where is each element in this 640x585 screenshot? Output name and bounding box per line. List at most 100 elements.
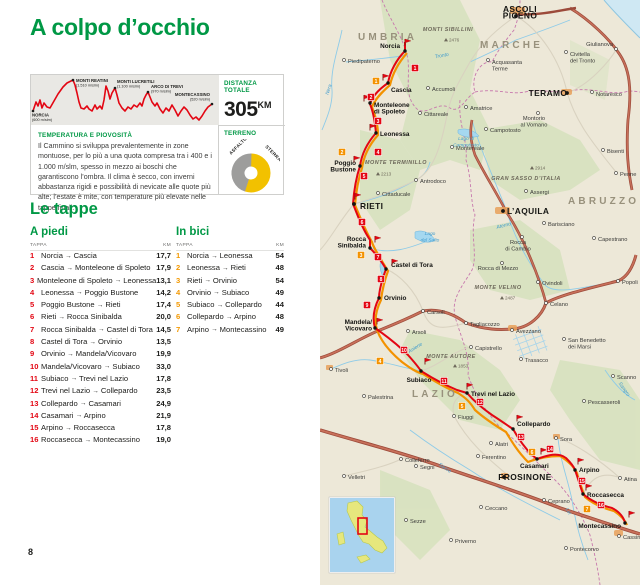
city-label: Antrodoco [420,179,446,185]
region-label: LAZIO [412,389,458,400]
cycling-stage-marker: 6 [528,448,536,456]
stage-flag-icon [363,94,371,102]
town-dot [426,86,430,90]
city-label: Barisciano [548,222,575,228]
stage-flag-icon [354,192,362,200]
town-dot [469,345,473,349]
city-label: Ceccano [485,506,507,512]
walking-stage-marker: 7 [374,253,382,261]
walking-stage-table: A piedi TAPPA KM 1 Norcia → Cascia 17,7 2 Cas… [30,226,171,448]
city-dot [581,492,585,496]
stage-row: 9 Orvinio → Mandela/Vicovaro 19,9 [30,349,171,359]
town-dot [479,505,483,509]
city-label: Tagliacozzo [470,322,500,328]
city-label: Pescasseroli [588,400,620,406]
city-label: Bisenti [607,149,624,155]
city-label: Carsoli [427,310,445,316]
city-label: L’AQUILA [507,206,549,216]
svg-text:2: 2 [341,150,344,156]
svg-text:MONTECASSINO: MONTECASSINO [175,92,211,97]
city-label: San Benedetto dei Marsi [568,338,606,351]
route-map: UMBRIA MARCHE ABRUZZO LAZIO Nera Tronto Aterno… [319,0,640,585]
city-label: Acquasanta Terme [492,60,523,73]
stage-flag-icon [628,510,636,518]
city-label: Arpino [579,467,600,474]
town-dot [399,457,403,461]
city-label: Leonessa [380,131,410,138]
peak-elevation: 2213 [381,171,392,176]
city-label: Atina [624,477,638,483]
map-labels-layer: UMBRIA MARCHE ABRUZZO LAZIO Nera Tronto Aterno… [325,4,640,553]
city-label: ASCOLI PICENO [503,4,538,21]
city-dot [386,81,390,85]
city-label: Sora [560,437,573,443]
town-dot [414,178,418,182]
walking-stage-marker: 4 [374,148,382,156]
svg-text:(970 m/slm): (970 m/slm) [151,90,172,94]
cycling-stage-table: In bici TAPPA KM 1 Norcia → Leonessa 54 2 Leo… [176,226,284,337]
city-label: Rocca di Mezzo [478,266,518,272]
elevation-labels: NORCIA (600 m/slm) MONTI REATINI (1.510 … [32,78,211,122]
stage-row: 2 Leonessa → Rieti 48 [176,263,284,273]
town-dot [564,50,568,54]
stages-heading: Le tappe [30,200,98,218]
town-dot [376,191,380,195]
stage-flag-icon [376,317,384,325]
walking-stage-marker: 16 [597,501,605,509]
distance-label: DISTANZA TOTALE [224,80,257,94]
svg-text:15: 15 [579,479,585,485]
italy-inset-map [328,496,396,574]
town-dot [542,498,546,502]
city-label: Amatrice [470,106,492,112]
city-label: Assergi [530,190,549,196]
svg-text:6: 6 [361,220,364,226]
city-label: Mandela/Vicovaro [345,319,373,333]
svg-text:4: 4 [377,150,380,156]
town-dot [611,374,615,378]
stage-row: 7 Arpino → Montecassino 49 [176,324,284,334]
city-label: Norcia [380,43,400,50]
cycling-table-rows: 1 Norcia → Leonessa 54 2 Leonessa → Rieti 48 3… [176,251,284,337]
city-label: Tivoli [335,368,348,374]
svg-text:1: 1 [375,79,378,85]
stage-row: 4 Leonessa → Poggio Bustone 14,2 [30,287,171,297]
city-label: Arsoli [412,330,426,336]
city-label: Piedipaterno [348,59,380,65]
town-dot [486,58,490,62]
stage-flag-icon [540,447,548,455]
city-label: Accumoli [432,87,455,93]
cycling-table-title: In bici [176,226,210,238]
river-label: Aterno [495,221,512,231]
city-label: Trasacco [525,358,548,364]
city-dot [419,369,423,373]
cycling-stage-marker: 1 [372,77,380,85]
city-label: Sezze [410,519,426,525]
svg-text:5: 5 [363,174,366,180]
city-label: Cassino [623,535,640,541]
terrain-label: TERRENO [224,130,257,137]
city-label: Ferentino [482,455,506,461]
svg-text:13: 13 [518,435,524,441]
city-label: Orvinio [384,295,406,302]
city-dot [352,202,356,206]
city-label: Civitella del Tronto [570,52,595,65]
city-label: Pontecorvo [570,547,599,553]
city-label: Scanno [617,375,636,381]
cycling-table-header: TAPPA KM [176,243,284,251]
peak-icon [530,166,534,170]
elevation-dots [31,78,214,113]
city-label: Avezzano [516,329,541,335]
divider [219,125,285,126]
lake-label: Lago del Salto [421,231,440,244]
peak-elevation: 1853 [458,363,469,368]
city-label: Cittareale [424,112,448,118]
profile-and-climate: NORCIA (600 m/slm) MONTI REATINI (1.510 … [31,75,219,212]
city-label: Priverno [455,539,476,545]
stage-flag-icon [374,235,382,243]
stage-row: 7 Rocca Sinibalda → Castel di Tora 14,5 [30,324,171,334]
mountain-label: MONTI SIBILLINI [423,27,473,33]
peak-elevation: 2476 [449,37,460,42]
stage-row: 2 Cascia → Monteleone di Spoleto 17,9 [30,263,171,273]
town-dot [616,279,620,283]
